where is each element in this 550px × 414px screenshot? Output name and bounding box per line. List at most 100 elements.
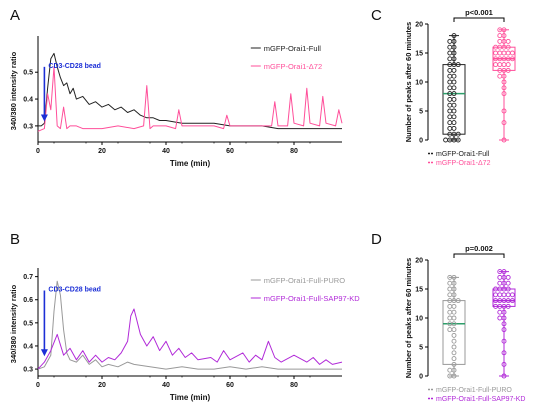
data-point [501, 292, 507, 298]
data-point [447, 131, 453, 137]
y-axis-label: 340/380 intensity ratio [9, 284, 18, 363]
data-point [447, 91, 453, 97]
y-tick-label: 0.4 [23, 97, 33, 104]
data-point [447, 108, 453, 114]
y-tick-label: 15 [415, 51, 423, 58]
data-point [493, 62, 499, 68]
x-tick-label: 20 [98, 148, 106, 155]
data-point [447, 367, 453, 373]
significance-label: p=0.002 [465, 244, 493, 253]
data-point [447, 62, 453, 68]
data-point [501, 79, 507, 85]
legend-entry: mGFP-Orai1-Δ72 [436, 160, 491, 167]
significance-bracket [453, 17, 505, 22]
panel-letter-a: A [10, 7, 20, 24]
data-point [509, 50, 515, 56]
data-point [509, 56, 515, 62]
data-point [447, 67, 453, 73]
bead-annotation: CD3-CD28 bead [48, 286, 101, 293]
data-point [451, 356, 457, 362]
data-point [447, 56, 453, 62]
data-point [501, 350, 507, 356]
significance-bracket [453, 253, 505, 258]
data-point [447, 286, 453, 292]
data-point [501, 327, 507, 333]
x-tick-label: 80 [290, 148, 298, 155]
bead-arrow-head [40, 114, 48, 122]
data-point [451, 125, 457, 131]
legend-entry: mGFP-Orai1-Full [264, 44, 321, 53]
series-line-1 [37, 280, 342, 370]
y-tick-label: 0.5 [23, 320, 33, 327]
legend-entry: mGFP-Orai1-Full-SAP97-KD [436, 396, 525, 403]
data-point [451, 96, 457, 102]
data-point [447, 38, 453, 44]
series-line-2 [37, 66, 343, 132]
data-point [493, 56, 499, 62]
x-tick-label: 40 [162, 382, 170, 389]
x-tick-label: 40 [162, 148, 170, 155]
data-point [451, 67, 457, 73]
y-tick-label: 0.6 [23, 297, 33, 304]
y-tick-label: 0 [419, 138, 423, 145]
data-point [497, 38, 503, 44]
data-point [451, 344, 457, 350]
y-axis-label: Number of peaks after 60 minutes [404, 258, 413, 378]
data-point [451, 33, 457, 39]
data-point [497, 274, 503, 280]
data-point [447, 120, 453, 126]
data-point [451, 79, 457, 85]
data-point [501, 137, 507, 143]
data-point [455, 298, 461, 304]
box-iqr [492, 288, 516, 307]
data-point [497, 50, 503, 56]
y-tick-label: 0.5 [23, 70, 33, 77]
data-point [505, 38, 511, 44]
data-point [455, 131, 461, 137]
legend-entry: mGFP-Orai1-Δ72 [264, 62, 322, 71]
panel-letter-b: B [10, 231, 20, 248]
data-point [497, 292, 503, 298]
data-point [497, 27, 503, 33]
data-point [501, 85, 507, 91]
data-point [493, 286, 499, 292]
data-point [501, 338, 507, 344]
y-axis-label: 340/380 intensity ratio [9, 51, 18, 130]
line-chart-a: 0.3 0.4 0.5 0 20 40 60 80 Time (min) 340/380 inte… [9, 36, 343, 168]
x-tick-label: 60 [226, 382, 234, 389]
x-tick-label: 80 [290, 382, 298, 389]
data-point [455, 137, 461, 143]
data-point [493, 298, 499, 304]
y-tick-label: 15 [415, 287, 423, 294]
legend-entry: mGFP-Orai1-Full-PURO [264, 276, 345, 285]
data-point [451, 120, 457, 126]
data-point [447, 373, 453, 379]
data-point [447, 274, 453, 280]
data-point [505, 67, 511, 73]
data-point [447, 79, 453, 85]
legend-entry: mGFP-Orai1-Full [436, 151, 490, 158]
data-point [451, 315, 457, 321]
data-point [447, 50, 453, 56]
data-point [451, 327, 457, 333]
x-tick-label: 0 [36, 382, 40, 389]
data-point [501, 373, 507, 379]
data-point [501, 361, 507, 367]
data-point [451, 73, 457, 79]
panel-letter-c: C [371, 7, 382, 24]
data-point [497, 269, 503, 275]
data-point [501, 91, 507, 97]
data-point [455, 62, 461, 68]
y-tick-label: 0 [419, 374, 423, 381]
data-point [451, 309, 457, 315]
legend-entry: mGFP-Orai1-Full-PURO [436, 387, 512, 394]
data-point [493, 303, 499, 309]
data-point [451, 338, 457, 344]
data-point [451, 361, 457, 367]
x-tick-label: 0 [36, 148, 40, 155]
data-point [509, 292, 515, 298]
y-tick-label: 20 [415, 22, 423, 29]
data-point [497, 67, 503, 73]
data-point [497, 280, 503, 286]
